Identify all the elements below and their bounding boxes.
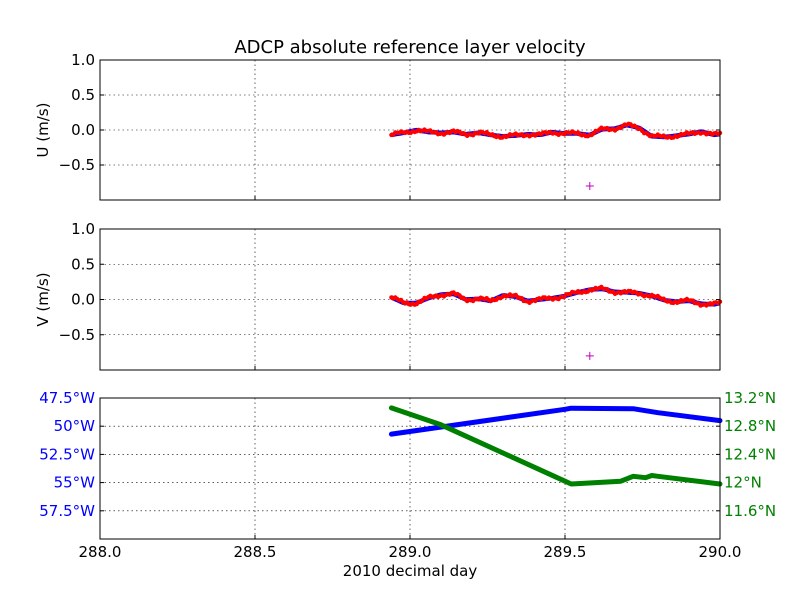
longitude-line — [388, 405, 723, 437]
axes-frame — [99, 397, 721, 540]
position-panel: 288.0 288.5 289.0 289.5 290.0 47.5°W 50°W 52.5°… — [39, 389, 776, 580]
y-axis-title: U (m/s) — [34, 103, 52, 158]
x-tick-label: 288.0 — [79, 543, 122, 561]
axes-frame — [99, 59, 721, 201]
longitude-tick-label: 57.5°W — [39, 502, 95, 520]
plus-marker — [585, 182, 594, 190]
latitude-line — [388, 405, 723, 487]
x-tick-label: 288.5 — [234, 543, 277, 561]
y-tick-label: −0.5 — [59, 326, 95, 344]
plus-marker — [585, 351, 594, 360]
v-velocity-panel: 1.0 0.5 0.0 −0.5 V (m/s) — [34, 220, 723, 371]
longitude-tick-label: 55°W — [54, 474, 96, 492]
x-tick-label: 289.5 — [544, 543, 587, 561]
y-tick-label: 1.0 — [71, 220, 95, 238]
latitude-tick-label: 12.4°N — [724, 445, 776, 463]
longitude-tick-label: 47.5°W — [39, 389, 95, 407]
y-tick-label: 0.0 — [71, 121, 95, 139]
x-tick-label: 289.0 — [389, 543, 432, 561]
latitude-tick-label: 12.8°N — [724, 417, 776, 435]
x-tick-label: 290.0 — [699, 543, 742, 561]
latitude-tick-label: 12°N — [724, 474, 762, 492]
y-tick-label: −0.5 — [59, 156, 95, 174]
x-axis-title: 2010 decimal day — [343, 562, 478, 580]
latitude-tick-label: 13.2°N — [724, 389, 776, 407]
chart-title: ADCP absolute reference layer velocity — [234, 37, 586, 58]
y-tick-label: 0.5 — [71, 86, 95, 104]
y-tick-label: 0.5 — [71, 255, 95, 273]
axes-frame — [99, 228, 721, 371]
y-axis-title: V (m/s) — [34, 272, 52, 326]
longitude-tick-label: 52.5°W — [39, 445, 95, 463]
y-tick-label: 1.0 — [71, 51, 95, 69]
y-tick-label: 0.0 — [71, 291, 95, 309]
longitude-tick-label: 50°W — [54, 417, 96, 435]
latitude-tick-label: 11.6°N — [724, 502, 776, 520]
u-velocity-panel: 1.0 0.5 0.0 −0.5 U (m/s) — [34, 51, 723, 201]
